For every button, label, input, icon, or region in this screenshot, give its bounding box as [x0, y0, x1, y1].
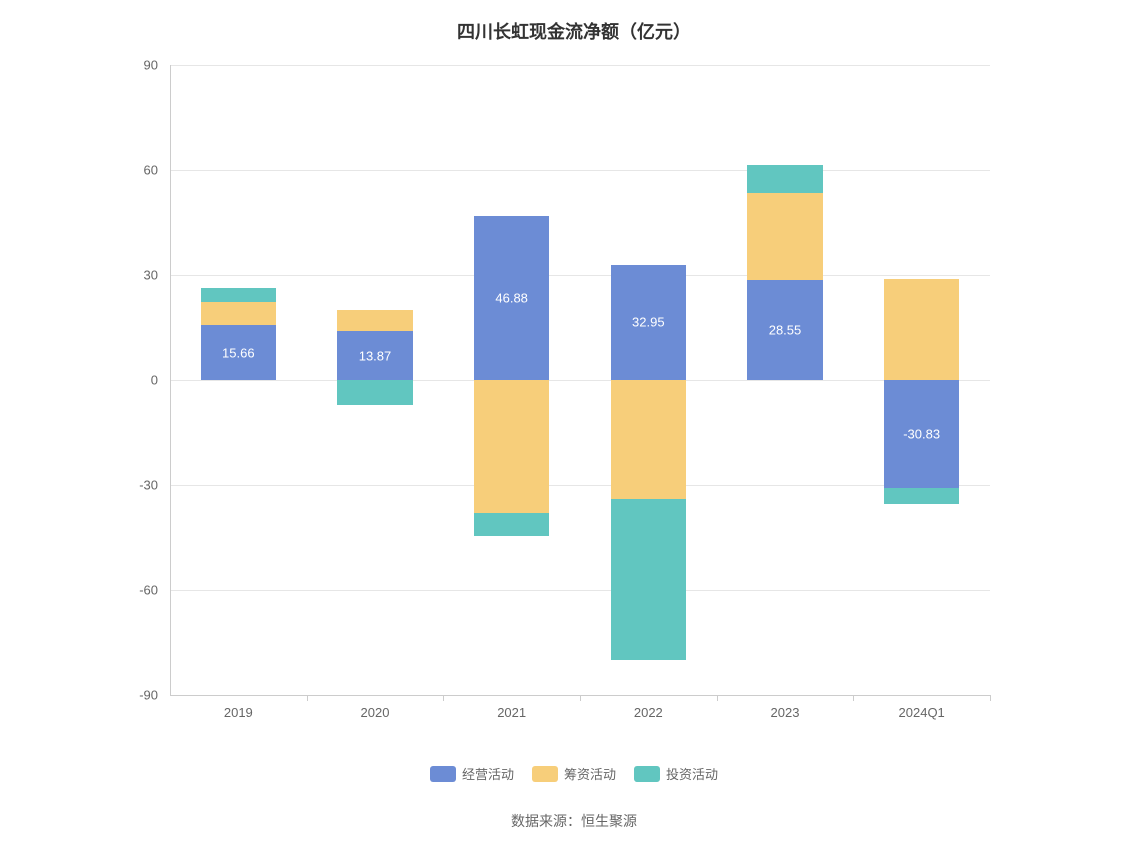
- x-tick-label: 2022: [634, 695, 663, 720]
- legend-item[interactable]: 经营活动: [430, 764, 514, 783]
- x-tick-label: 2019: [224, 695, 253, 720]
- bar-segment: [474, 380, 549, 513]
- y-tick-label: -60: [139, 583, 170, 598]
- x-tick-label: 2024Q1: [899, 695, 945, 720]
- legend-label: 投资活动: [666, 764, 718, 783]
- chart-title: 四川长虹现金流净额（亿元）: [0, 18, 1148, 44]
- grid-line: [170, 380, 990, 381]
- y-axis-line: [170, 65, 171, 695]
- legend-label: 经营活动: [462, 764, 514, 783]
- y-tick-label: 0: [151, 373, 170, 388]
- legend-swatch: [634, 766, 660, 782]
- bar-segment: [611, 499, 686, 660]
- grid-line: [170, 590, 990, 591]
- x-tick-mark: [717, 695, 718, 701]
- y-tick-label: -90: [139, 688, 170, 703]
- bar-segment: [201, 325, 276, 380]
- grid-line: [170, 170, 990, 171]
- y-tick-label: 60: [144, 163, 170, 178]
- plot-area: -90-60-300306090201915.66202013.87202146…: [170, 65, 990, 695]
- bar-segment: [474, 513, 549, 536]
- x-tick-mark: [580, 695, 581, 701]
- bar-segment: [337, 310, 412, 331]
- legend-swatch: [532, 766, 558, 782]
- grid-line: [170, 485, 990, 486]
- legend-label: 筹资活动: [564, 764, 616, 783]
- x-tick-label: 2020: [361, 695, 390, 720]
- bar-segment: [747, 165, 822, 193]
- bar-segment: [884, 279, 959, 381]
- legend: 经营活动 筹资活动 投资活动: [0, 764, 1148, 783]
- cashflow-chart: 四川长虹现金流净额（亿元） -90-60-300306090201915.662…: [0, 0, 1148, 859]
- y-tick-label: 30: [144, 268, 170, 283]
- bar-segment: [201, 302, 276, 325]
- legend-item[interactable]: 筹资活动: [532, 764, 616, 783]
- bar-segment: [474, 216, 549, 380]
- grid-line: [170, 65, 990, 66]
- bar-segment: [611, 380, 686, 499]
- legend-item[interactable]: 投资活动: [634, 764, 718, 783]
- bar-segment: [337, 331, 412, 380]
- x-tick-mark: [990, 695, 991, 701]
- source-note: 数据来源：恒生聚源: [0, 811, 1148, 831]
- bar-segment: [747, 193, 822, 281]
- y-tick-label: 90: [144, 58, 170, 73]
- bar-segment: [884, 380, 959, 488]
- bar-segment: [884, 488, 959, 504]
- x-tick-label: 2021: [497, 695, 526, 720]
- bar-segment: [337, 380, 412, 405]
- x-tick-mark: [443, 695, 444, 701]
- y-tick-label: -30: [139, 478, 170, 493]
- x-tick-mark: [307, 695, 308, 701]
- grid-line: [170, 275, 990, 276]
- bar-segment: [611, 265, 686, 380]
- x-tick-mark: [853, 695, 854, 701]
- legend-swatch: [430, 766, 456, 782]
- bar-segment: [201, 288, 276, 302]
- bar-segment: [747, 280, 822, 380]
- x-tick-label: 2023: [771, 695, 800, 720]
